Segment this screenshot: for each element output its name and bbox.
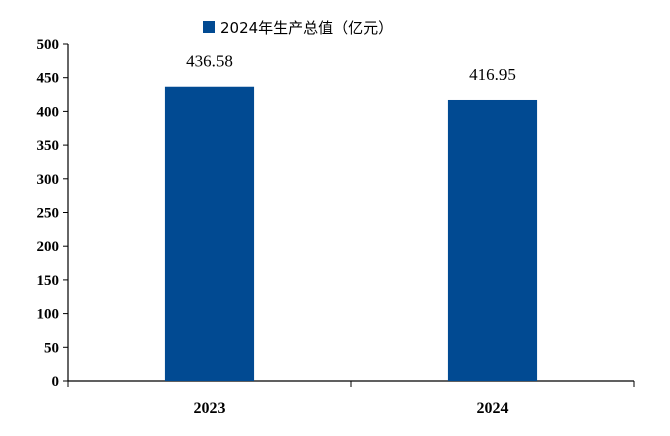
y-tick-label: 450: [37, 71, 60, 87]
bar-2023: [164, 86, 255, 381]
y-tick-label: 250: [37, 206, 60, 222]
y-tick-label: 350: [37, 138, 60, 154]
y-tick-label: 500: [37, 37, 60, 53]
y-tick-label: 0: [52, 374, 60, 390]
y-tick-label: 50: [44, 340, 59, 356]
data-labels: 436.58 416.95: [186, 52, 516, 84]
axes: [67, 44, 634, 382]
legend-label: 2024年生产总值（亿元）: [220, 19, 393, 37]
legend-swatch: [203, 21, 215, 33]
y-tick-label: 100: [37, 307, 60, 323]
y-tick-label: 150: [37, 273, 60, 289]
y-tick-label: 400: [37, 104, 60, 120]
y-axis-ticks: 0 50 100 150 200 250 300 350 400 450 500: [37, 37, 68, 390]
bar-2024: [447, 99, 538, 381]
x-tick-label: 2023: [194, 400, 226, 417]
x-tick-label: 2024: [477, 400, 509, 417]
y-tick-label: 300: [37, 172, 60, 188]
bars: [164, 86, 538, 381]
x-axis-ticks: 2023 2024: [67, 381, 635, 417]
legend: 2024年生产总值（亿元）: [203, 19, 393, 37]
data-label-2023: 436.58: [186, 52, 233, 71]
y-tick-label: 200: [37, 239, 60, 255]
data-label-2024: 416.95: [469, 65, 516, 84]
